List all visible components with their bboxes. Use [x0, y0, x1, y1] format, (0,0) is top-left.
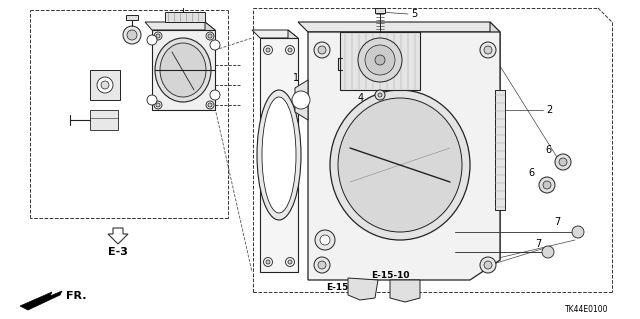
- Circle shape: [154, 101, 162, 109]
- Polygon shape: [495, 90, 505, 210]
- Polygon shape: [145, 22, 215, 30]
- Text: E-15-10: E-15-10: [371, 271, 409, 279]
- Text: 6: 6: [528, 168, 534, 178]
- Polygon shape: [390, 280, 420, 302]
- Circle shape: [147, 35, 157, 45]
- Circle shape: [123, 26, 141, 44]
- Circle shape: [208, 34, 212, 38]
- Circle shape: [314, 42, 330, 58]
- Circle shape: [365, 45, 395, 75]
- Circle shape: [264, 46, 273, 55]
- Circle shape: [127, 30, 137, 40]
- Polygon shape: [252, 30, 298, 38]
- Circle shape: [484, 46, 492, 54]
- Circle shape: [543, 181, 551, 189]
- Polygon shape: [108, 228, 128, 244]
- Circle shape: [288, 260, 292, 264]
- Text: 7: 7: [554, 217, 560, 227]
- Circle shape: [210, 40, 220, 50]
- Text: E-3: E-3: [108, 247, 128, 257]
- Circle shape: [97, 77, 113, 93]
- Circle shape: [484, 261, 492, 269]
- Polygon shape: [295, 80, 308, 120]
- Polygon shape: [165, 12, 205, 22]
- Circle shape: [539, 177, 555, 193]
- Circle shape: [285, 257, 294, 266]
- Polygon shape: [308, 32, 500, 280]
- Text: 7: 7: [535, 239, 541, 249]
- Circle shape: [542, 246, 554, 258]
- Circle shape: [206, 101, 214, 109]
- Polygon shape: [260, 38, 298, 272]
- Circle shape: [314, 257, 330, 273]
- Text: 3: 3: [351, 53, 357, 63]
- Polygon shape: [152, 30, 215, 110]
- Circle shape: [559, 158, 567, 166]
- Circle shape: [154, 32, 162, 40]
- Text: 2: 2: [546, 105, 552, 115]
- Polygon shape: [126, 15, 138, 20]
- Polygon shape: [288, 30, 298, 272]
- Polygon shape: [298, 22, 500, 32]
- Circle shape: [264, 257, 273, 266]
- Circle shape: [266, 48, 270, 52]
- Circle shape: [375, 90, 385, 100]
- Circle shape: [358, 38, 402, 82]
- Text: FR.: FR.: [66, 291, 86, 301]
- Circle shape: [288, 48, 292, 52]
- Circle shape: [206, 32, 214, 40]
- Circle shape: [208, 103, 212, 107]
- Text: 3: 3: [347, 67, 353, 77]
- Circle shape: [101, 81, 109, 89]
- Circle shape: [572, 226, 584, 238]
- Text: 5: 5: [411, 9, 417, 19]
- Circle shape: [480, 257, 496, 273]
- Circle shape: [318, 46, 326, 54]
- Text: 1: 1: [293, 73, 299, 83]
- Text: 4: 4: [358, 93, 364, 103]
- Ellipse shape: [155, 38, 211, 102]
- Circle shape: [378, 93, 382, 97]
- Ellipse shape: [262, 97, 296, 213]
- Ellipse shape: [257, 90, 301, 220]
- Circle shape: [480, 42, 496, 58]
- Bar: [375, 8, 385, 13]
- Circle shape: [320, 235, 330, 245]
- Polygon shape: [340, 32, 420, 90]
- Circle shape: [266, 260, 270, 264]
- Polygon shape: [348, 278, 378, 300]
- Text: 6: 6: [545, 145, 551, 155]
- Circle shape: [147, 95, 157, 105]
- Circle shape: [375, 55, 385, 65]
- Ellipse shape: [338, 98, 462, 232]
- Polygon shape: [490, 22, 500, 260]
- Polygon shape: [20, 291, 62, 310]
- Circle shape: [285, 46, 294, 55]
- Circle shape: [156, 34, 160, 38]
- Circle shape: [315, 230, 335, 250]
- Circle shape: [292, 91, 310, 109]
- Circle shape: [156, 103, 160, 107]
- Polygon shape: [90, 110, 118, 130]
- Text: E-15-10: E-15-10: [326, 284, 364, 293]
- Circle shape: [210, 90, 220, 100]
- Text: TK44E0100: TK44E0100: [564, 306, 608, 315]
- Ellipse shape: [330, 90, 470, 240]
- Circle shape: [555, 154, 571, 170]
- Ellipse shape: [160, 43, 206, 97]
- Circle shape: [318, 261, 326, 269]
- Polygon shape: [90, 70, 120, 100]
- Polygon shape: [205, 22, 215, 110]
